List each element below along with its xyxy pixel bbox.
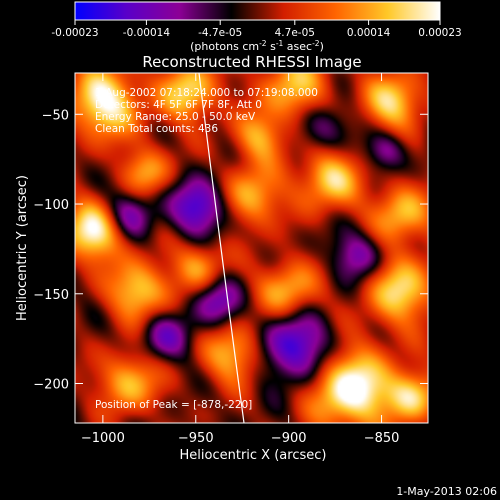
x-tick-label: −950 [178,431,214,446]
plot-frame [74,72,429,424]
info-energy-range: Energy Range: 25.0 - 50.0 keV [95,111,256,123]
footer-timestamp: 1-May-2013 02:06 [396,485,497,498]
heatmap-image [75,73,428,423]
y-tick-label: −200 [33,378,69,393]
colorbar-tick-label: 0.00023 [418,27,461,39]
heatmap-area [75,73,428,423]
x-tick-label: −1000 [81,431,125,446]
y-tick-label: −50 [42,108,69,123]
y-axis-ticks: −50 −100 −150 −200 [33,108,428,393]
x-tick-label: −900 [271,431,307,446]
chart-title: Reconstructed RHESSI Image [142,53,361,71]
info-time-range: 1-Aug-2002 07:18:24.000 to 07:19:08.000 [95,87,318,99]
colorbar-tick-label: -0.00014 [123,27,171,39]
colorbar-tick-label: -4.7e-05 [198,27,242,39]
info-detectors: Detectors: 4F 5F 6F 7F 8F, Att 0 [95,99,262,111]
solar-limb-line [198,73,245,423]
x-axis-label: Heliocentric X (arcsec) [180,448,327,463]
y-tick-label: −150 [33,288,69,303]
colorbar-gradient [74,1,441,21]
colorbar-tick-label: 4.7e-05 [275,27,315,39]
info-overlay: 1-Aug-2002 07:18:24.000 to 07:19:08.000 … [95,87,318,411]
y-tick-label: −100 [33,198,69,213]
x-axis-ticks: −1000 −950 −900 −850 [81,73,400,446]
colorbar-tick-label: -0.00023 [51,27,98,39]
colorbar-unit-label: (photons cm-2 s-1 asec-2) [190,39,324,53]
colorbar-tick-label: 0.00014 [347,27,391,39]
peak-position-label: Position of Peak = [-878,-220] [95,399,252,411]
x-tick-label: −850 [364,431,400,446]
colorbar-ticks: -0.00023 -0.00014 -4.7e-05 4.7e-05 0.00014 0.… [51,20,462,39]
y-axis-label: Heliocentric Y (arcsec) [15,175,30,321]
info-total-counts: Clean Total counts: 436 [95,123,218,135]
